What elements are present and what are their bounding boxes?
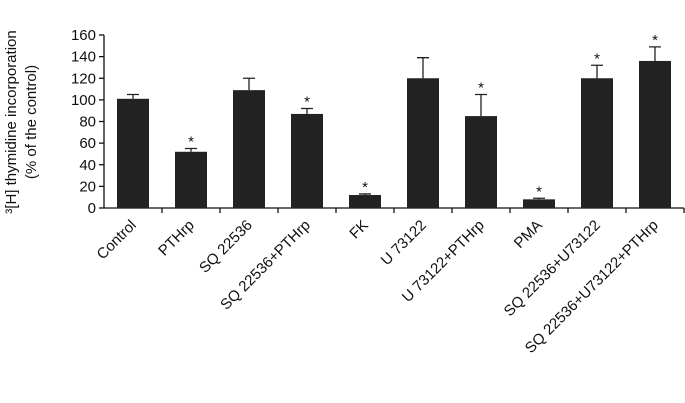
y-axis-label: ³[H] thymidine incorporation <box>3 30 20 213</box>
significance-label: * <box>362 179 368 196</box>
y-tick-label: 40 <box>79 157 96 174</box>
bar <box>291 113 323 208</box>
y-tick-label: 100 <box>71 92 96 109</box>
significance-label: * <box>536 183 542 200</box>
bar <box>523 199 555 208</box>
error-bar <box>359 193 371 196</box>
x-tick-label: PMA <box>511 217 546 252</box>
error-bar <box>475 93 487 117</box>
x-tick-label: SQ 22536+U73122 <box>501 217 604 320</box>
bar <box>639 60 671 209</box>
error-bar <box>243 77 255 91</box>
y-tick-label: 20 <box>79 178 96 195</box>
bar <box>349 195 381 208</box>
y-tick-label: 160 <box>71 27 96 44</box>
significance-label: * <box>478 79 484 96</box>
y-tick-label: 0 <box>88 200 96 217</box>
bar <box>407 78 439 208</box>
bar <box>175 151 207 208</box>
y-tick-label: 80 <box>79 114 96 131</box>
x-tick-label: FK <box>346 217 372 243</box>
bar <box>117 98 149 208</box>
bar <box>581 78 613 208</box>
y-tick-label: 120 <box>71 70 96 87</box>
error-bar <box>417 57 429 79</box>
x-tick-label: PTHrp <box>155 217 198 260</box>
bar <box>465 116 497 208</box>
error-bar <box>591 64 603 79</box>
x-tick-label: Control <box>94 217 140 263</box>
bar <box>233 90 265 208</box>
error-bar <box>301 107 313 114</box>
error-bar <box>533 197 545 200</box>
significance-label: * <box>652 32 658 49</box>
error-bar <box>185 147 197 152</box>
significance-label: * <box>304 94 310 111</box>
y-tick-label: 60 <box>79 135 96 152</box>
x-tick-label: SQ 22536 <box>196 217 256 277</box>
significance-label: * <box>594 50 600 67</box>
error-bar <box>127 93 139 99</box>
y-axis-label: (% of the control) <box>23 65 40 179</box>
y-tick-label: 140 <box>71 49 96 66</box>
x-tick-label: U 73122 <box>378 217 430 269</box>
significance-label: * <box>188 134 194 151</box>
error-bar <box>649 46 661 61</box>
